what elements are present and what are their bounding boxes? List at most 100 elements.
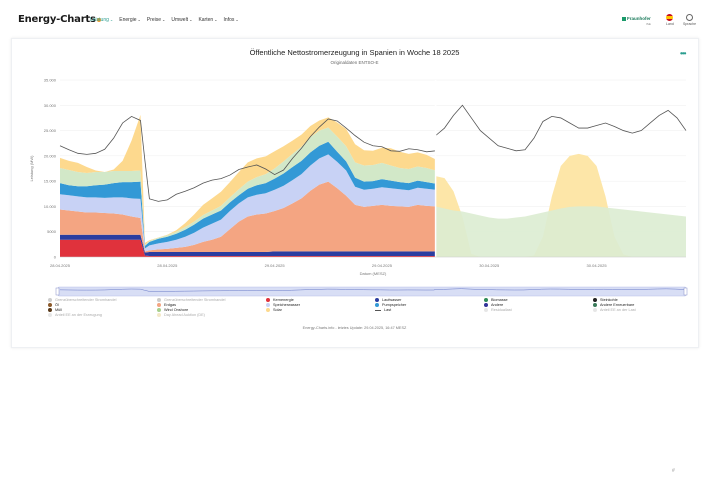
sprache-selector[interactable]: Sprache (683, 14, 696, 26)
legend-item[interactable]: Müll (48, 308, 153, 312)
legend-label: Erdgas (164, 303, 177, 307)
y-axis-label: Leistung (MW) (29, 155, 34, 182)
legend-label: Kernenergie (273, 298, 294, 302)
legend-item[interactable]: Kernenergie (266, 298, 371, 302)
legend-swatch-icon (593, 298, 597, 302)
load-line (59, 115, 436, 202)
legend-item[interactable]: Andere (484, 303, 589, 307)
legend-item[interactable]: Solar (266, 308, 371, 312)
chart-title: Öffentliche Nettostromerzeugung in Spani… (249, 48, 460, 57)
forecast-load-line (435, 104, 687, 152)
legend-swatch-icon (484, 308, 488, 312)
legend-item[interactable]: Steinkohle (593, 298, 698, 302)
y-tick-label: 15.000 (44, 179, 57, 184)
legend-swatch-icon (266, 298, 270, 302)
legend-item[interactable]: Grenzüberschreitender Stromhandel (48, 298, 153, 302)
legend-item[interactable]: Speicherwasser (266, 303, 371, 307)
legend-label: Anteil EE an der Last (600, 308, 636, 312)
spain-flag-icon (666, 14, 674, 21)
legend-swatch-icon (48, 308, 52, 312)
nav-item-energie[interactable]: Energie⌄ (119, 17, 141, 23)
legend-label: Andere Erneuerbare (600, 303, 635, 307)
navigator-handle-left[interactable] (55, 287, 60, 296)
legend-label: Wind Onshore (164, 308, 189, 312)
energy-charts-logo[interactable]: Energy-Charts (18, 14, 101, 25)
legend-item[interactable]: Day Ahead Auktion (DE) (157, 313, 262, 317)
legend-label: Müll (55, 308, 62, 312)
legend-swatch-icon (593, 308, 597, 312)
legend-label: Solar (273, 308, 282, 312)
legend-item[interactable]: Last (375, 308, 480, 312)
legend-swatch-icon (48, 298, 52, 302)
forecast-solar-area (435, 153, 686, 257)
series-area-erdgas (60, 181, 436, 253)
legend-item[interactable]: Wind Onshore (157, 308, 262, 312)
legend-swatch-icon (48, 313, 52, 317)
top-navigation-bar: Energy-Charts Leistung⌄ Energie⌄ Preise⌄ Um… (0, 0, 709, 34)
legend-item[interactable]: Anteil EE an der Last (593, 308, 698, 312)
y-tick-label: 30.000 (44, 103, 57, 108)
series-area-speicherwasser (60, 154, 436, 252)
legend-swatch-icon (484, 303, 488, 307)
y-tick-label: 20.000 (44, 153, 57, 158)
legend-swatch-icon (48, 303, 52, 307)
legend-item[interactable]: Erdgas (157, 303, 262, 307)
y-tick-label: 0 (54, 255, 57, 260)
legend-item[interactable]: Laufwasser (375, 298, 480, 302)
y-tick-label: 10.000 (44, 204, 57, 209)
legend-label: Day Ahead Auktion (DE) (164, 313, 205, 317)
logo-dot-icon (96, 18, 101, 22)
x-tick-label: 29.04.2025 (372, 263, 393, 268)
y-tick-label: 35.000 (44, 78, 57, 83)
legend-label: Speicherwasser (273, 303, 301, 307)
chevron-down-icon: ⌄ (235, 17, 239, 22)
nav-item-preise[interactable]: Preise⌄ (146, 17, 166, 23)
land-label: Land (666, 22, 674, 26)
chart-menu-icon[interactable]: ••• (680, 49, 686, 58)
legend-item[interactable]: Biomasse (484, 298, 589, 302)
legend-swatch-icon (157, 313, 161, 317)
nav-item-infos[interactable]: Infos⌄ (223, 17, 239, 23)
land-selector[interactable]: Land (666, 14, 674, 26)
legend-swatch-icon (375, 303, 379, 307)
navigator-load-line (59, 288, 685, 292)
legend-label: Grenzüberschreitender Stromhandel (55, 298, 117, 302)
x-tick-label: 29.04.2025 (265, 263, 286, 268)
fraunhofer-logo[interactable]: Fraunhofer (622, 16, 651, 21)
legend-swatch-icon (484, 298, 488, 302)
legend-item[interactable]: Andere Erneuerbare (593, 303, 698, 307)
legend-swatch-icon (157, 303, 161, 307)
chevron-down-icon: ⌄ (162, 17, 166, 22)
legend-label: Last (384, 308, 392, 312)
fraunhofer-mark-icon (622, 16, 626, 21)
nav-item-leistung[interactable]: Leistung⌄ (90, 17, 114, 23)
legend-swatch-icon (266, 308, 270, 312)
nav-item-karten[interactable]: Karten⌄ (198, 17, 218, 23)
series-area-wind-onshore (60, 127, 436, 246)
x-tick-label: 28.04.2025 (157, 263, 178, 268)
navigator-handle-right[interactable] (683, 287, 688, 296)
series-area-pumpspeicher (60, 141, 436, 249)
legend-swatch-icon (266, 303, 270, 307)
legend-item[interactable]: Grenzüberschreitender Stromhandel (157, 298, 262, 302)
legend-label: Biomasse (491, 298, 508, 302)
legend-item[interactable]: Öl (48, 303, 153, 307)
legend-item[interactable]: Residuallast (484, 308, 589, 312)
legend-swatch-icon (157, 308, 161, 312)
x-tick-label: 28.04.2025 (50, 263, 71, 268)
legend-swatch-icon (593, 303, 597, 307)
legend-label: Grenzüberschreitender Stromhandel (164, 298, 226, 302)
legend-item[interactable]: Pumpspeicher (375, 303, 480, 307)
nav-item-umwelt[interactable]: Umwelt⌄ (171, 17, 193, 23)
sprache-label: Sprache (683, 22, 697, 26)
chevron-down-icon: ⌄ (137, 17, 141, 22)
legend-swatch-icon (375, 309, 381, 311)
chevron-down-icon: ⌄ (214, 17, 218, 22)
legend-label: Andere (491, 303, 504, 307)
legend-swatch-icon (157, 298, 161, 302)
legend-item[interactable]: Anteil EE an der Erzeugung (48, 313, 153, 317)
legend-swatch-icon (375, 298, 379, 302)
series-area-kernenergie (60, 239, 436, 257)
y-tick-label: 5000 (47, 229, 57, 234)
